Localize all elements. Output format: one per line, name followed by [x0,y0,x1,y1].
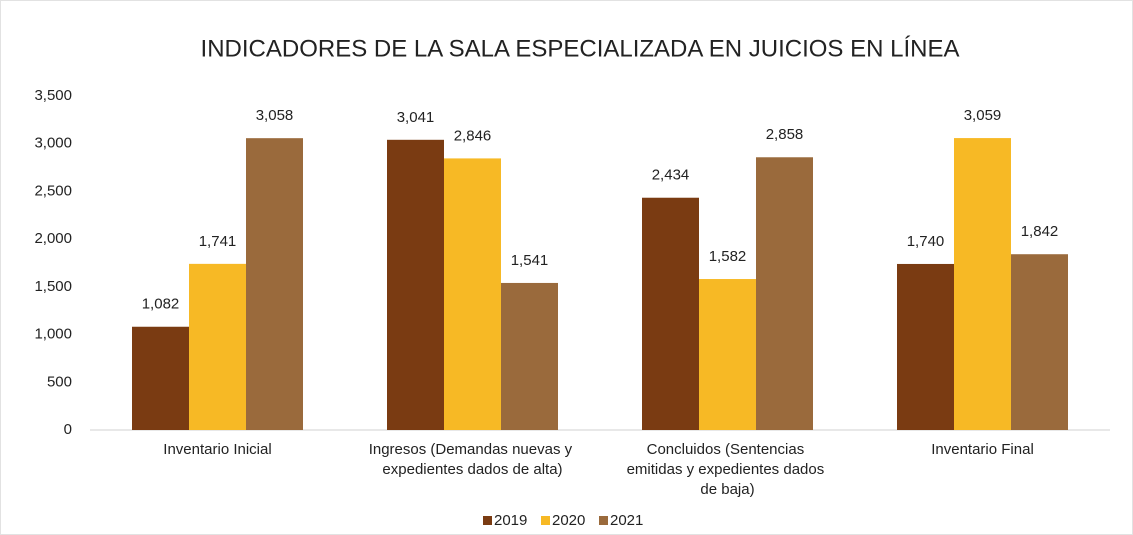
x-tick-label-line: Concluidos (Sentencias [647,441,809,458]
data-label: 1,741 [199,233,237,250]
x-tick-label-line: Ingresos (Demandas nuevas y [369,441,577,458]
bar [246,138,303,430]
legend-swatch [483,516,492,525]
legend-label: 2020 [552,512,585,529]
chart-title: INDICADORES DE LA SALA ESPECIALIZADA EN … [201,35,960,62]
x-tick-label: Concluidos (Sentencias emitidas y expedi… [627,441,829,498]
legend-label: 2019 [494,512,527,529]
data-label: 2,434 [652,167,690,184]
legend-swatch [541,516,550,525]
data-label: 2,846 [454,127,492,144]
bar [501,282,558,430]
bar [699,279,756,430]
legend-label: 2021 [610,512,643,529]
y-tick-label: 1,000 [34,326,72,343]
x-tick-label: Inventario Final [931,441,1034,458]
y-tick-label: 3,500 [34,87,72,104]
y-tick-label: 500 [47,373,72,390]
x-tick-label: Ingresos (Demandas nuevas y expedientes … [369,441,577,478]
y-tick-label: 3,000 [34,135,72,152]
y-tick-label: 2,000 [34,230,72,247]
x-tick-label-line: Inventario Inicial [163,441,271,458]
bar [1011,254,1068,430]
data-label: 1,842 [1021,223,1059,240]
y-tick-label: 1,500 [34,278,72,295]
bar [954,138,1011,431]
x-tick-label: Inventario Inicial [163,441,271,458]
data-label: 3,059 [964,107,1002,124]
legend-swatch [599,516,608,525]
x-tick-label-line: emitidas y expedientes dados [627,461,829,478]
data-label: 1,582 [709,248,747,265]
data-label: 1,740 [907,233,945,250]
bar [444,158,501,430]
data-label: 2,858 [766,126,804,143]
x-tick-label-line: expedientes dados de alta) [382,461,562,478]
bar [387,139,444,431]
data-label: 3,041 [397,109,435,126]
data-label: 1,082 [142,296,180,313]
bar [189,263,246,430]
x-tick-label-line: de baja) [700,481,754,498]
bar [897,263,954,430]
y-tick-label: 0 [64,421,72,438]
y-tick-label: 2,500 [34,182,72,199]
data-label: 3,058 [256,107,294,124]
data-label: 1,541 [511,252,549,269]
bar [756,157,813,430]
x-tick-label-line: Inventario Final [931,441,1034,458]
bar [642,197,699,430]
bar [132,326,189,430]
